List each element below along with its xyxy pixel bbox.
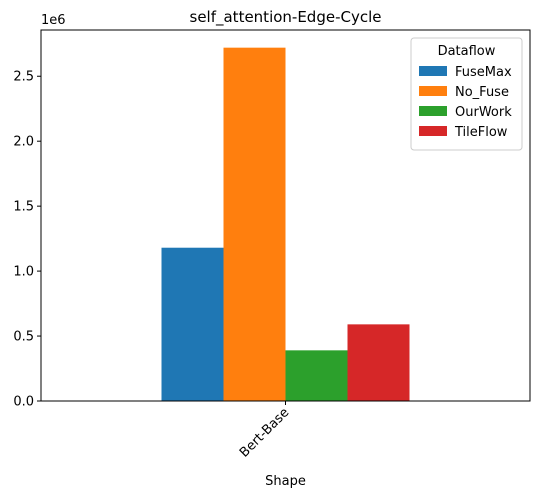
legend-swatch <box>419 86 447 96</box>
legend: Dataflow FuseMax No_Fuse OurWork TileFlow <box>410 37 523 151</box>
y-tick-label: 1.0 <box>13 265 34 280</box>
y-tick-label: 2.0 <box>13 135 34 150</box>
bar-ourwork <box>285 350 348 401</box>
legend-swatch <box>419 106 447 116</box>
legend-label: TileFlow <box>454 125 508 140</box>
legend-swatch <box>419 66 447 76</box>
chart-title: self_attention-Edge-Cycle <box>190 8 382 27</box>
bar-tileflow <box>347 324 410 401</box>
x-axis: Bert-Base <box>237 401 292 461</box>
legend-title: Dataflow <box>438 44 496 59</box>
legend-swatch <box>419 126 447 136</box>
y-multiplier-label: 1e6 <box>41 13 66 28</box>
bars-group <box>161 47 410 402</box>
legend-label: No_Fuse <box>455 85 509 100</box>
legend-label: OurWork <box>455 105 512 120</box>
legend-label: FuseMax <box>455 65 512 80</box>
y-tick-label: 1.5 <box>13 200 34 215</box>
x-tick-label: Bert-Base <box>237 405 292 460</box>
y-tick-label: 0.5 <box>13 330 34 345</box>
x-axis-label: Shape <box>265 474 306 489</box>
bar-fusemax <box>161 247 224 401</box>
legend-items: FuseMax No_Fuse OurWork TileFlow <box>419 65 512 140</box>
y-tick-label: 2.5 <box>13 70 34 85</box>
y-tick-label: 0.0 <box>13 395 34 410</box>
y-axis: 0.0 0.5 1.0 1.5 2.0 2.5 <box>13 70 41 410</box>
bar-no-fuse <box>223 47 286 402</box>
